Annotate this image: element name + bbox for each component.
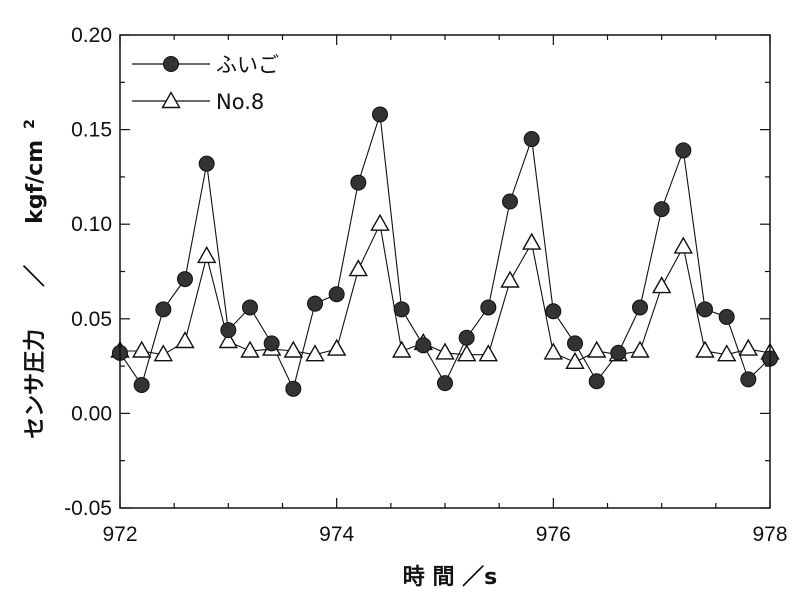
point-fuigo <box>588 373 605 390</box>
point-no8 <box>131 340 152 358</box>
y-axis-title-unit: kgf/cm <box>23 140 48 224</box>
point-fuigo <box>632 299 648 316</box>
y-tick-label: 0.20 <box>71 24 112 47</box>
x-tick-label: 974 <box>319 523 354 546</box>
point-fuigo <box>415 337 432 354</box>
point-no8 <box>500 270 520 288</box>
point-no8 <box>435 342 455 360</box>
legend-label-no8: No.8 <box>216 90 264 114</box>
y-tick-label: 0.15 <box>71 119 112 142</box>
y-axis-title-sep: ／ <box>23 265 48 287</box>
point-no8 <box>153 344 174 362</box>
legend-marker-fuigo <box>163 56 179 72</box>
point-no8 <box>196 245 217 264</box>
point-fuigo <box>350 174 367 191</box>
point-no8 <box>738 338 759 356</box>
point-no8 <box>326 338 347 356</box>
point-fuigo <box>480 299 497 316</box>
point-fuigo <box>610 344 627 361</box>
point-no8 <box>673 236 694 254</box>
point-fuigo <box>393 301 410 318</box>
point-no8 <box>240 340 260 358</box>
point-fuigo <box>523 131 540 148</box>
point-fuigo <box>242 299 258 316</box>
point-no8 <box>565 351 585 369</box>
point-fuigo <box>155 301 172 318</box>
point-no8 <box>218 331 239 349</box>
point-no8 <box>651 276 672 294</box>
y-axis-title: センサ圧力 ／ kgf/cm 2 <box>22 119 48 439</box>
point-no8 <box>175 331 195 349</box>
legend-label-fuigo: ふいご <box>216 53 279 77</box>
point-no8 <box>478 344 499 362</box>
point-fuigo <box>675 142 692 159</box>
y-tick-label: -0.05 <box>64 497 112 520</box>
y-axis-title-main: センサ圧力 <box>23 329 48 439</box>
point-fuigo <box>697 301 713 318</box>
point-no8 <box>695 340 715 358</box>
y-tick-label: 0.00 <box>71 402 112 425</box>
point-fuigo <box>502 193 518 210</box>
legend-marker-no8 <box>161 91 181 109</box>
point-fuigo <box>198 155 215 172</box>
point-fuigo <box>372 106 388 123</box>
point-fuigo <box>263 335 280 352</box>
x-tick-label: 972 <box>102 523 137 546</box>
x-tick-label: 976 <box>536 523 571 546</box>
point-no8 <box>456 344 477 362</box>
legend: ふいご No.8 <box>132 53 279 114</box>
svg-text:センサ圧力 ／ kgf/cm: センサ圧力 ／ kgf/cm 2 <box>22 119 48 439</box>
point-fuigo <box>718 308 735 325</box>
point-no8 <box>391 340 412 358</box>
point-fuigo <box>653 201 670 218</box>
point-no8 <box>716 344 737 362</box>
point-fuigo <box>307 295 323 312</box>
point-fuigo <box>285 380 302 397</box>
point-fuigo <box>545 303 562 320</box>
y-tick-label: 0.05 <box>71 308 112 331</box>
x-axis-title: 時 間 ／s <box>403 565 497 590</box>
point-fuigo <box>177 271 193 288</box>
point-no8 <box>521 232 542 250</box>
point-fuigo <box>133 377 150 394</box>
point-no8 <box>283 340 304 358</box>
point-fuigo <box>437 375 453 392</box>
x-tick-label: 978 <box>752 523 787 546</box>
point-fuigo <box>458 329 475 346</box>
point-no8 <box>348 259 369 277</box>
point-fuigo <box>328 286 345 303</box>
plot-frame <box>119 34 771 509</box>
point-fuigo <box>567 335 583 352</box>
point-no8 <box>305 344 325 362</box>
y-tick-label: 0.10 <box>71 213 112 236</box>
point-fuigo <box>220 322 237 339</box>
point-no8 <box>370 213 390 231</box>
point-no8 <box>630 340 650 358</box>
point-fuigo <box>740 371 757 388</box>
point-no8 <box>543 342 564 360</box>
point-no8 <box>586 340 607 358</box>
tick-labels: 972 974 976 978 -0.05 0.00 0.05 0.10 0.15 0.20 <box>64 24 787 546</box>
series-markers <box>110 106 780 397</box>
y-axis-title-unit-sup: 2 <box>22 119 38 129</box>
